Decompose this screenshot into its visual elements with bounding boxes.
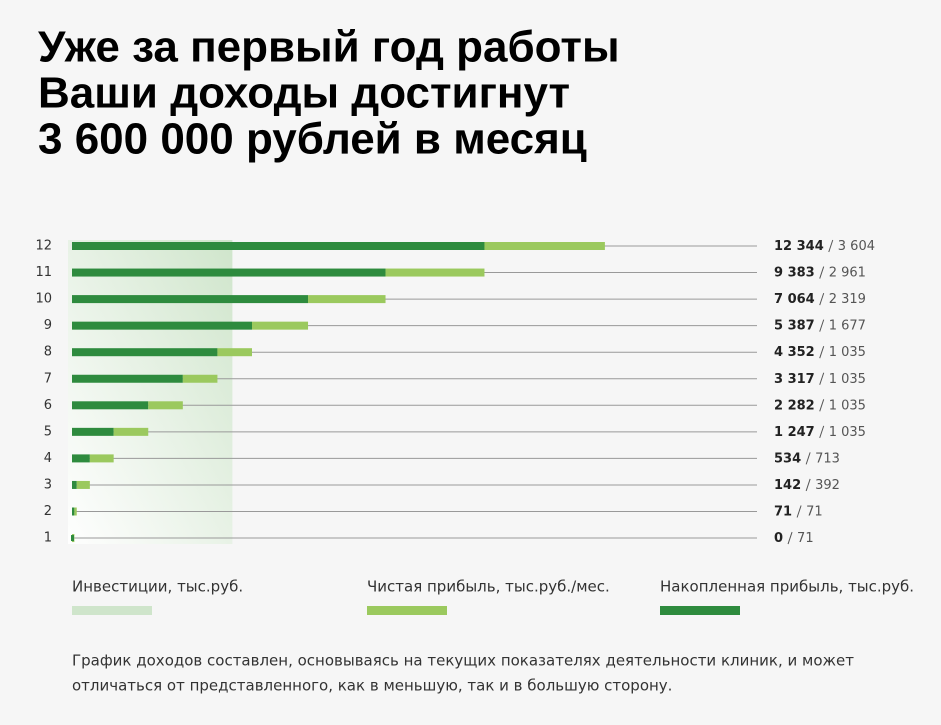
bar-segment (74, 507, 77, 516)
separator (796, 505, 802, 518)
bar-segment (72, 242, 485, 250)
bar-segment (72, 268, 386, 277)
value-label: 534 713 (774, 451, 840, 466)
separator (819, 372, 825, 385)
bar-segment (72, 427, 114, 436)
separator (805, 478, 811, 492)
bar-segment (72, 374, 183, 383)
title-line: Ваши доходы достигнут (38, 69, 570, 118)
separator (819, 399, 825, 412)
value-label: 4 352 1 035 (774, 345, 866, 360)
zero-marker (71, 535, 74, 542)
separator (819, 346, 825, 359)
bar-segment (182, 374, 218, 383)
net-label: 1 035 (829, 345, 866, 360)
investment-area (68, 240, 233, 545)
net-label: 71 (806, 504, 823, 519)
accumulated-label: 9 383 (774, 265, 815, 280)
bar-segment (72, 507, 75, 516)
title-line: 3 600 000 рублей в месяц (38, 115, 587, 164)
separator (828, 239, 834, 253)
net-label: 2 319 (829, 292, 866, 307)
y-tick-label: 9 (44, 318, 52, 333)
accumulated-label: 71 (774, 504, 792, 519)
value-label: 0 71 (774, 531, 814, 546)
bar-segment (484, 242, 605, 250)
bar-segment (72, 295, 309, 304)
y-tick-label: 11 (35, 265, 52, 280)
accumulated-label: 0 (774, 531, 783, 546)
y-tick-label: 4 (44, 451, 52, 466)
bar-segment (76, 480, 90, 489)
y-tick-label: 6 (44, 398, 52, 413)
bar-segment (72, 321, 253, 330)
separator (805, 452, 811, 465)
y-tick-label: 3 (44, 477, 52, 492)
separator (819, 425, 825, 439)
value-label: 71 71 (774, 504, 823, 519)
value-label: 5 387 1 677 (774, 318, 866, 333)
legend-swatch (660, 606, 740, 615)
note-line: отличаться от представленного, как в мен… (72, 677, 672, 695)
separator (819, 319, 825, 332)
value-label: 7 064 2 319 (774, 292, 866, 307)
bar-segment (72, 480, 77, 489)
value-label: 2 282 1 035 (774, 398, 866, 413)
bar-segment (72, 348, 218, 357)
net-label: 1 035 (829, 398, 866, 413)
accumulated-label: 7 064 (774, 292, 815, 307)
bar-segment (89, 454, 114, 463)
net-label: 71 (797, 531, 814, 546)
y-tick-label: 12 (35, 239, 52, 254)
accumulated-label: 534 (774, 451, 801, 466)
value-label: 9 383 2 961 (774, 265, 866, 280)
accumulated-label: 5 387 (774, 318, 815, 333)
accumulated-label: 4 352 (774, 345, 815, 360)
bar-segment (217, 348, 253, 357)
net-label: 2 961 (829, 265, 866, 280)
y-tick-label: 1 (44, 531, 52, 546)
net-label: 392 (815, 477, 840, 492)
y-tick-label: 7 (44, 371, 52, 386)
value-label: 12 344 3 604 (774, 239, 875, 254)
bar-segment (72, 401, 149, 410)
net-label: 1 035 (829, 424, 866, 439)
bar-segment (385, 268, 485, 277)
title-line: Уже за первый год работы (38, 23, 620, 72)
bar-segment (148, 401, 183, 410)
note-line: График доходов составлен, основываясь на… (72, 652, 854, 670)
accumulated-label: 3 317 (774, 371, 815, 386)
value-label: 3 317 1 035 (774, 371, 866, 386)
net-label: 1 677 (829, 318, 866, 333)
legend-label: Чистая прибыль, тыс.руб./мес. (367, 578, 610, 596)
net-label: 3 604 (838, 239, 875, 254)
bar-segment (252, 321, 309, 330)
bar-segment (308, 295, 386, 304)
y-tick-label: 2 (44, 504, 52, 519)
separator (819, 292, 825, 306)
bar-segment (72, 454, 90, 463)
bar-segment (113, 427, 149, 436)
net-label: 713 (815, 451, 840, 466)
accumulated-label: 2 282 (774, 398, 815, 413)
y-tick-label: 5 (44, 424, 52, 439)
legend-label: Накопленная прибыль, тыс.руб. (660, 578, 914, 596)
value-label: 1 247 1 035 (774, 424, 866, 439)
separator (787, 531, 793, 545)
accumulated-label: 12 344 (774, 239, 824, 254)
net-label: 1 035 (829, 371, 866, 386)
legend-swatch (367, 606, 447, 615)
y-tick-label: 10 (35, 292, 52, 307)
legend-label: Инвестиции, тыс.руб. (72, 578, 243, 596)
separator (819, 266, 825, 279)
accumulated-label: 1 247 (774, 424, 815, 439)
y-tick-label: 8 (44, 345, 52, 360)
legend-swatch (72, 606, 152, 615)
accumulated-label: 142 (774, 477, 801, 492)
value-label: 142 392 (774, 477, 840, 492)
